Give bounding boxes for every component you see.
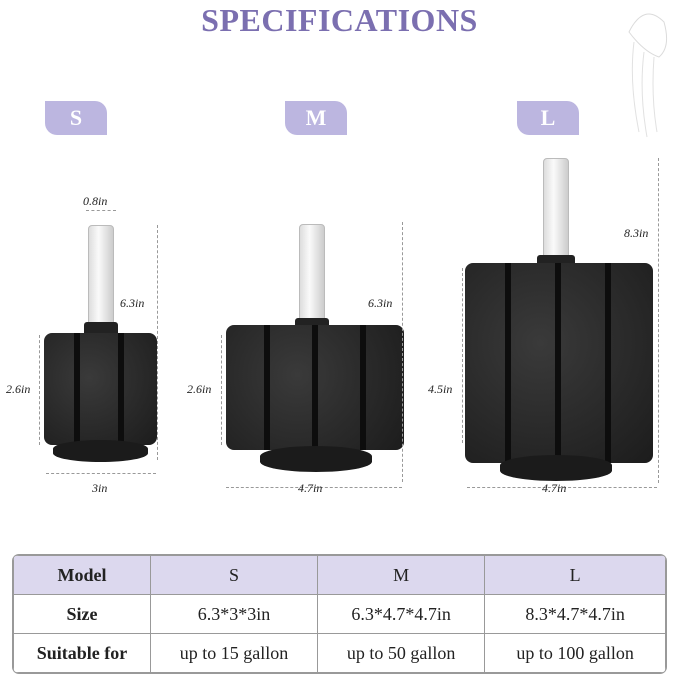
jellyfish-icon [628,13,668,138]
table-cell: up to 15 gallon [149,633,319,673]
dim-s-height: 6.3in [120,296,145,310]
dim-s-width: 3in [92,481,108,495]
table-row: Suitable for up to 15 gallon up to 50 ga… [13,633,666,673]
dim-l-height: 8.3in [624,226,649,240]
dim-l-sponge: 4.5in [428,382,453,396]
table-header-row: Model S M L [13,555,666,595]
table-cell: up to 50 gallon [317,633,486,673]
header-cell: Model [13,555,151,595]
dim-s-sponge: 2.6in [6,382,31,396]
row-label: Suitable for [13,633,151,673]
table-cell: 6.3*3*3in [149,594,319,634]
header-cell: S [149,555,319,595]
dim-s-tube: 0.8in [83,194,108,208]
header-cell: M [317,555,486,595]
dim-m-sponge: 2.6in [187,382,212,396]
model-tab-l: L [517,101,579,135]
dim-l-width: 4.7in [542,481,567,495]
page-title: SPECIFICATIONS [201,2,478,38]
dim-m-width: 4.7in [298,481,323,495]
table-cell: 6.3*4.7*4.7in [317,594,486,634]
spec-table: Model S M L Size 6.3*3*3in 6.3*4.7*4.7in… [13,555,666,673]
header-cell: L [484,555,666,595]
dim-m-height: 6.3in [368,296,393,310]
table-row: Size 6.3*3*3in 6.3*4.7*4.7in 8.3*4.7*4.7… [13,594,666,634]
table-cell: 8.3*4.7*4.7in [484,594,666,634]
row-label: Size [13,594,151,634]
table-cell: up to 100 gallon [484,633,666,673]
model-tab-m: M [285,101,347,135]
model-tab-s: S [45,101,107,135]
